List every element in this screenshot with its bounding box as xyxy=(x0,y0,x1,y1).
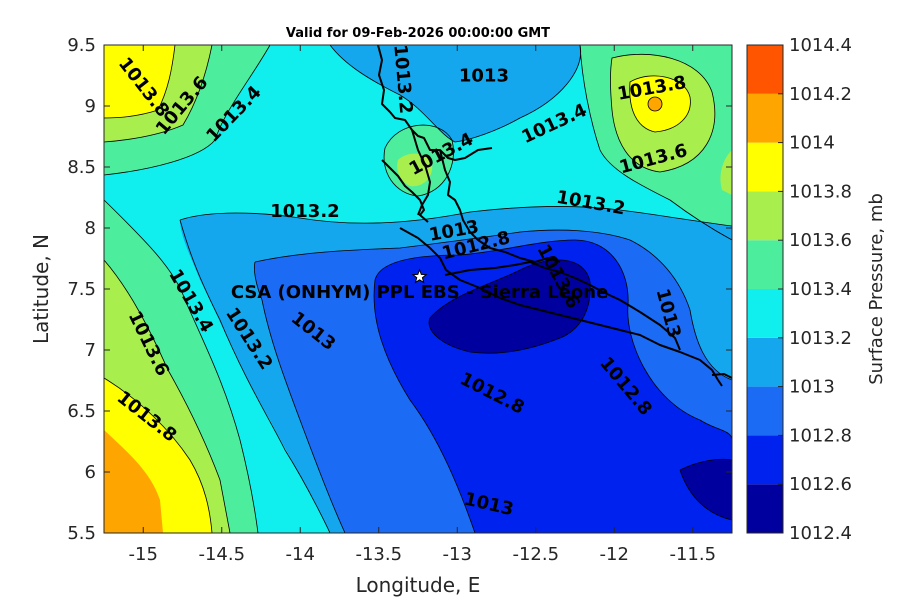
contour-line xyxy=(104,45,176,119)
contour-label: 1013 xyxy=(459,66,509,87)
station-star-icon xyxy=(411,268,428,284)
coastline xyxy=(399,227,723,387)
y-tick-label: 8.5 xyxy=(67,157,96,178)
colorbar-tick-label: 1013.8 xyxy=(789,181,852,202)
colorbar-band xyxy=(747,142,783,192)
x-tick-label: -12.5 xyxy=(512,544,559,565)
chart-title: Valid for 09-Feb-2026 00:00:00 GMT xyxy=(286,26,550,41)
colorbar-band xyxy=(747,435,783,485)
colorbar-tick-label: 1013.2 xyxy=(789,328,852,349)
fill-1012-4-core xyxy=(429,259,591,354)
coastline xyxy=(381,159,429,223)
x-tick-label: -11.5 xyxy=(669,544,716,565)
contour-line xyxy=(428,259,591,354)
fill-1014-sw xyxy=(104,430,163,533)
y-tick-label: 7 xyxy=(85,340,96,361)
colorbar-tick-label: 1012.8 xyxy=(789,425,852,446)
colorbar-band xyxy=(747,484,783,533)
x-tick-label: -15 xyxy=(129,544,158,565)
y-tick-label: 6.5 xyxy=(67,401,96,422)
x-tick-label: -13 xyxy=(443,544,472,565)
contour-line xyxy=(579,45,732,241)
contour-label: 1013.2 xyxy=(270,201,339,222)
y-tick-label: 8 xyxy=(85,218,96,239)
contour-line xyxy=(610,53,716,173)
colorbar-tick-label: 1014 xyxy=(789,133,835,154)
colorbar-band xyxy=(747,191,783,241)
station-marker: CSA (ONHYM) PPL EBS - Sierra Leone xyxy=(231,268,608,303)
x-axis: -15 -14.5 -14 -13.5 -13 -12.5 -12 -11.5 xyxy=(129,45,716,565)
colorbar: 1012.4 1012.6 1012.8 1013 1013.2 1013.4 1013.6… xyxy=(746,35,852,544)
y-axis: 5.5 6 6.5 7 7.5 8 8.5 9 9.5 xyxy=(67,35,732,544)
border xyxy=(711,373,732,379)
coastline xyxy=(377,45,493,161)
colorbar-label: Surface Pressure, mb xyxy=(866,193,887,385)
y-tick-label: 7.5 xyxy=(67,279,96,300)
fill-1014-ne xyxy=(648,97,662,111)
contour-line xyxy=(373,279,476,533)
contour-line xyxy=(679,458,732,471)
fill-1012-4-se xyxy=(680,459,732,520)
x-tick-label: -13.5 xyxy=(355,544,402,565)
contour-line xyxy=(179,206,732,227)
station-label: CSA (ONHYM) PPL EBS - Sierra Leone xyxy=(231,282,608,303)
colorbar-tick-label: 1014.4 xyxy=(789,35,852,56)
colorbar-band xyxy=(747,240,783,289)
y-axis-label: Latitude, N xyxy=(29,234,53,344)
border xyxy=(444,261,681,351)
colorbar-band xyxy=(747,337,783,387)
contour-line xyxy=(104,45,213,143)
contour-lines xyxy=(104,45,732,533)
contour-line xyxy=(104,377,213,533)
contour-line xyxy=(179,219,331,533)
contour-line xyxy=(383,124,454,197)
y-tick-label: 9.5 xyxy=(67,35,96,56)
colorbar-tick-label: 1013.4 xyxy=(789,279,852,300)
x-axis-label: Longitude, E xyxy=(356,573,481,597)
fill-1013-right-edge xyxy=(720,150,732,195)
colorbar-tick-label: 1012.6 xyxy=(789,474,852,495)
fill-1013-north-low xyxy=(330,45,581,142)
y-tick-label: 6 xyxy=(85,462,96,483)
colorbar-tick-label: 1012.4 xyxy=(789,523,852,544)
contour-line xyxy=(104,45,271,176)
colorbar-tick-label: 1013.6 xyxy=(789,230,852,251)
contour-line xyxy=(679,469,732,521)
contour-line xyxy=(104,259,231,533)
fill-1013-8-nw xyxy=(104,45,175,118)
y-tick-label: 5.5 xyxy=(67,523,96,544)
contour-line xyxy=(329,45,582,143)
border xyxy=(439,149,561,263)
contour-line xyxy=(374,239,732,441)
colorbar-tick-label: 1013 xyxy=(789,377,835,398)
contour-line xyxy=(104,199,259,533)
coastline-borders xyxy=(377,45,732,387)
colorbar-tick-label: 1014.2 xyxy=(789,84,852,105)
x-tick-label: -14 xyxy=(286,544,315,565)
colorbar-band xyxy=(747,289,783,338)
colorbar-band xyxy=(747,93,783,143)
contour-line xyxy=(647,96,663,112)
contour-line xyxy=(254,261,346,533)
colorbar-band xyxy=(747,386,783,436)
x-tick-label: -14.5 xyxy=(198,544,245,565)
contour-line xyxy=(254,229,732,381)
colorbar-band xyxy=(747,45,783,94)
x-tick-label: -12 xyxy=(600,544,629,565)
contour-line xyxy=(629,75,691,133)
y-tick-label: 9 xyxy=(85,96,96,117)
